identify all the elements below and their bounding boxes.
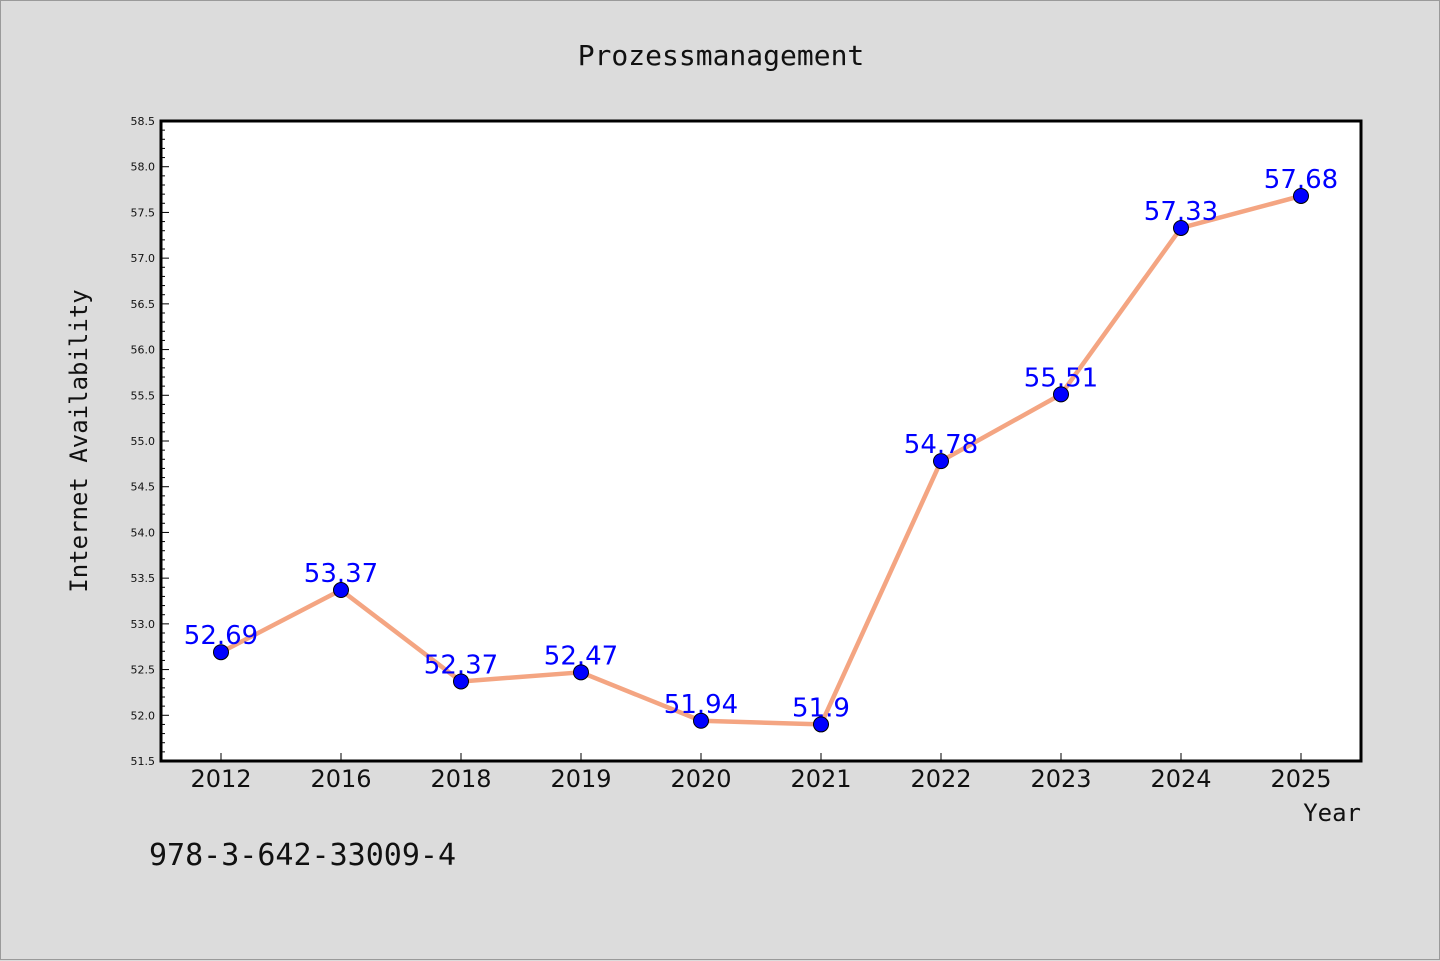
data-point [453,673,469,690]
data-point [813,716,829,733]
data-label: 57.68 [1264,165,1338,195]
y-tick-label: 58.5 [131,115,156,128]
y-tick-label: 53.0 [131,618,156,631]
data-label: 51.9 [792,693,850,723]
data-label: 57.33 [1144,197,1218,227]
y-tick-label: 51.5 [131,755,156,768]
x-tick-label: 2018 [430,765,491,793]
y-tick-label: 56.0 [131,344,156,357]
data-point [933,453,949,470]
data-label: 54.78 [904,430,978,460]
data-label: 53.37 [304,559,378,589]
data-point [333,582,349,599]
y-axis-label: Internet Availability [65,289,93,592]
data-point [573,664,589,681]
x-tick-label: 2020 [670,765,731,793]
y-tick-label: 52.0 [131,709,156,722]
series-line [218,193,1304,727]
x-tick-label: 2016 [310,765,371,793]
y-tick-label: 56.5 [131,298,156,311]
y-tick-label: 54.5 [131,481,156,494]
y-tick-label: 57.0 [131,252,156,265]
data-label: 52.47 [544,641,618,671]
y-tick-label: 57.5 [131,206,156,219]
x-axis-label: Year [1303,799,1361,827]
plot-area [161,121,1361,761]
data-series: 52.69 53.37 52.37 52.47 51.94 51.9 54.78 55.51 5… [184,165,1338,733]
x-tick-label: 2023 [1030,765,1091,793]
y-tick-label: 55.5 [131,389,156,402]
chart-title: Prozessmanagement [578,39,865,72]
data-label: 55.51 [1024,363,1098,393]
y-axis-ticks: 51.5 52.0 52.5 53.0 53.5 54.0 54.5 55.0 55.5 56.0… [131,115,169,768]
data-label: 51.94 [664,690,738,720]
y-tick-label: 55.0 [131,435,156,448]
x-tick-label: 2025 [1270,765,1331,793]
data-label: 52.37 [424,650,498,680]
x-tick-label: 2019 [550,765,611,793]
plot-border [159,119,1363,763]
footer-isbn: 978-3-642-33009-4 [149,838,456,873]
y-tick-label: 54.0 [131,526,156,539]
y-tick-label: 52.5 [131,664,156,677]
data-point [1053,386,1069,403]
data-point [1293,187,1309,204]
data-point [1173,219,1189,236]
y-tick-label: 53.5 [131,572,156,585]
x-tick-label: 2021 [790,765,851,793]
x-axis-ticks: 2012 2016 2018 2019 2020 2021 2022 2023 2024 2025 [190,753,1332,793]
data-point [693,712,709,729]
data-label: 52.69 [184,621,258,651]
y-tick-label: 58.0 [131,161,156,174]
x-tick-label: 2024 [1150,765,1211,793]
x-tick-label: 2012 [190,765,251,793]
x-tick-label: 2022 [910,765,971,793]
data-point [213,644,229,661]
